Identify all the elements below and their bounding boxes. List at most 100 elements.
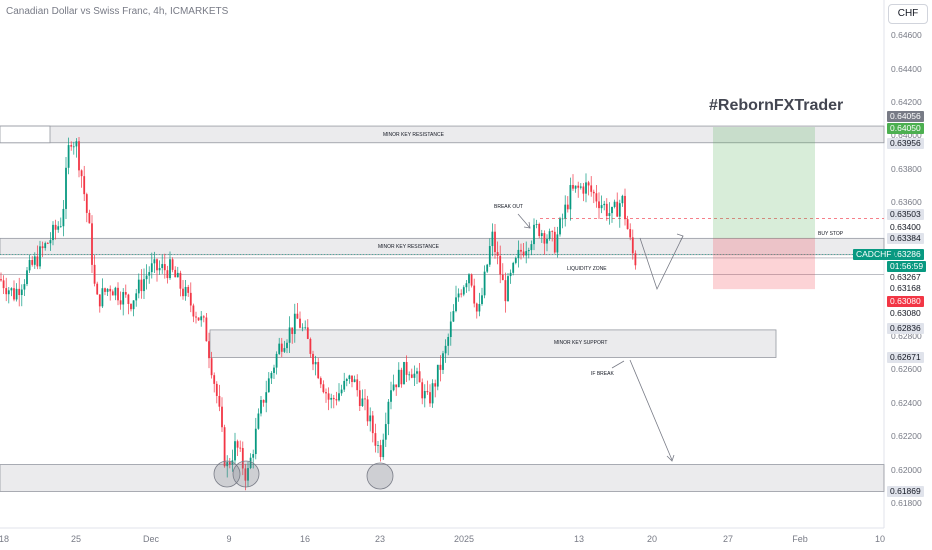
candle-body [522,251,525,256]
candle-body [585,182,587,194]
candle-body [301,327,304,329]
candle-body [208,341,210,359]
candle-body [460,293,463,295]
candle-body [150,263,153,273]
candle-body [85,194,88,213]
candle-body [335,399,338,401]
chart-title: Canadian Dollar vs Swiss Franc, 4h, ICMA… [6,6,229,17]
candle-body [36,256,39,267]
candle-body [605,203,608,216]
candle-body [590,185,593,192]
candle-body [26,270,28,285]
candle-body [387,401,390,425]
candle-body [340,389,343,394]
candle-body [509,272,512,277]
y-tick-label: 0.62200 [891,431,922,442]
candle-body [5,288,8,295]
candle-body [366,399,369,422]
candle-body [483,271,486,296]
candle-body [486,264,489,272]
candle-body [603,203,606,206]
candle-body [546,239,548,244]
candle-body [75,141,78,147]
candle-body [249,457,252,469]
x-tick-label: 20 [646,534,658,544]
candle-body [468,274,470,284]
candle-body [535,223,538,225]
candle-body [117,287,119,301]
candle-body [525,251,528,256]
candle-body [356,379,359,391]
candle-body [101,288,104,307]
candle-body [59,226,62,228]
candle-body [239,447,242,449]
candle-body [447,336,450,346]
candle-body [553,231,556,253]
x-tick-label: 16 [299,534,311,544]
candle-body [114,287,117,296]
low-marker-circle [232,460,260,488]
price-tag: 0.62836 [887,323,924,334]
candle-body [382,439,385,458]
candle-body [80,170,83,177]
candle-body [166,270,169,279]
candle-body [504,280,507,302]
candle-body [377,445,379,446]
candle-body [465,283,468,288]
candle-body [598,201,600,209]
candle-body [613,201,616,207]
low-marker-circle [366,462,394,490]
candle-body [559,218,561,235]
candle-body [143,279,145,292]
candle-body [33,256,36,265]
currency-selector[interactable]: CHF [888,4,928,24]
candle-body [278,343,281,354]
price-tag: 0.63956 [887,138,924,149]
candle-body [361,398,364,406]
candle-body [374,433,377,446]
down-projection-arrow [629,359,673,461]
candle-body [579,186,582,188]
candle-body [353,379,356,383]
candle-body [488,246,491,265]
candle-body [611,206,613,214]
candle-body [574,185,577,189]
candle-body [169,259,171,279]
candle-body [423,391,426,399]
candle-body [312,353,314,365]
candle-body [481,295,483,305]
candle-body [338,393,340,401]
candle-body [195,316,197,318]
candle-body [304,327,307,329]
annotation-liquidity-zone: LIQUIDITY ZONE [567,266,607,272]
candle-body [192,305,195,317]
candle-body [156,259,158,271]
price-tag: 0.63080 [887,308,924,319]
candle-body [400,369,403,385]
candle-body [254,428,257,455]
candle-body [629,229,632,238]
y-tick-label: 0.64600 [891,30,922,41]
candle-body [20,289,23,296]
candle-body [527,250,530,252]
candle-body [413,373,416,378]
candle-body [390,390,392,402]
candle-body [273,367,275,373]
x-tick-label: 13 [573,534,585,544]
candle-body [431,383,434,404]
candle-body [631,237,634,254]
candle-body [2,280,5,289]
candle-body [626,219,629,230]
candle-body [618,203,621,217]
candle-body [608,213,611,216]
candle-body [23,284,26,290]
candle-body [496,252,499,256]
watermark-text: #RebornFXTrader [709,97,844,114]
y-tick-label: 0.61800 [891,498,922,508]
candle-body [405,362,408,375]
candle-body [46,243,49,244]
candle-body [153,259,156,264]
candle-body [317,361,320,379]
low-marker-circle [213,460,241,488]
